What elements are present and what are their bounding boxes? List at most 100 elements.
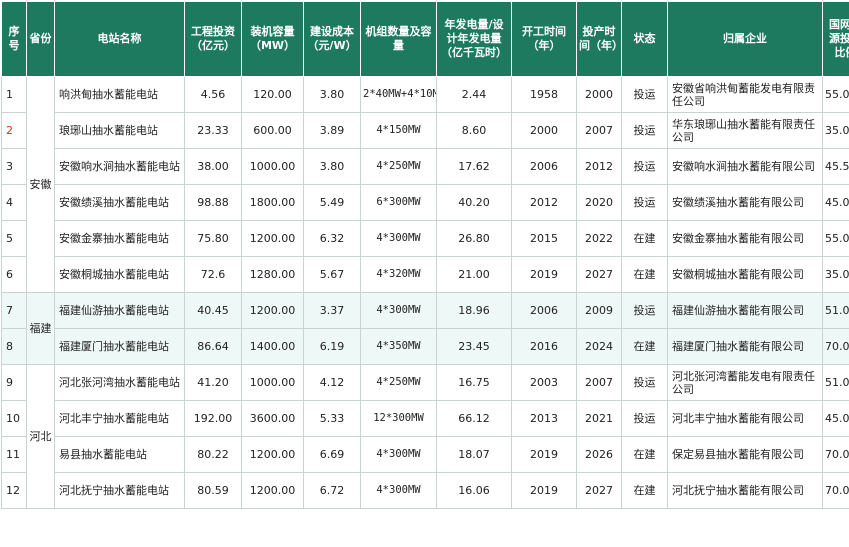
cell-seq: 2: [1, 112, 27, 149]
cell-seq: 5: [1, 220, 27, 257]
cell-company: 河北抚宁抽水蓄能有限公司: [667, 472, 823, 509]
cell-generation: 18.07: [436, 436, 512, 473]
cell-capacity: 1400.00: [241, 328, 304, 365]
cell-generation: 8.60: [436, 112, 512, 149]
cell-capacity: 1200.00: [241, 292, 304, 329]
cell-status: 在建: [621, 220, 668, 257]
cell-capacity: 600.00: [241, 112, 304, 149]
cell-seq: 4: [1, 184, 27, 221]
cell-cost: 3.89: [303, 112, 361, 149]
cell-status: 投运: [621, 364, 668, 401]
cell-company: 福建厦门抽水蓄能有限公司: [667, 328, 823, 365]
cell-company: 安徽金寨抽水蓄能有限公司: [667, 220, 823, 257]
cell-start: 2019: [511, 436, 577, 473]
cell-units: 4*300MW: [360, 472, 437, 509]
cell-operation: 2027: [576, 472, 622, 509]
cell-seq: 9: [1, 364, 27, 401]
cell-operation: 2020: [576, 184, 622, 221]
cell-capacity: 1200.00: [241, 436, 304, 473]
cell-share: 70.00%: [822, 436, 849, 473]
header-start: 开工时间（年）: [511, 1, 577, 77]
cell-company: 安徽省响洪甸蓄能发电有限责任公司: [667, 76, 823, 113]
cell-units: 6*300MW: [360, 184, 437, 221]
cell-units: 4*150MW: [360, 112, 437, 149]
cell-generation: 2.44: [436, 76, 512, 113]
cell-share: 55.00%: [822, 76, 849, 113]
cell-start: 2019: [511, 472, 577, 509]
cell-seq: 7: [1, 292, 27, 329]
cell-start: 2012: [511, 184, 577, 221]
cell-cost: 4.12: [303, 364, 361, 401]
header-seq: 序号: [1, 1, 27, 77]
cell-status: 投运: [621, 148, 668, 185]
table-row: 6 安徽桐城抽水蓄能电站 72.6 1280.00 5.67 4*320MW 21.00 20…: [1, 256, 849, 293]
header-share: 国网新源投资比例: [822, 1, 849, 77]
cell-operation: 2024: [576, 328, 622, 365]
cell-operation: 2009: [576, 292, 622, 329]
cell-status: 投运: [621, 400, 668, 437]
cell-province: 福建: [26, 292, 55, 365]
header-name: 电站名称: [54, 1, 185, 77]
cell-operation: 2007: [576, 112, 622, 149]
cell-share: 51.00%: [822, 292, 849, 329]
cell-generation: 66.12: [436, 400, 512, 437]
cell-units: 4*250MW: [360, 148, 437, 185]
cell-seq: 12: [1, 472, 27, 509]
table-row: 12 河北抚宁抽水蓄能电站 80.59 1200.00 6.72 4*300MW 16.06…: [1, 472, 849, 509]
cell-name: 安徽金寨抽水蓄能电站: [54, 220, 185, 257]
table-row: 5 安徽金寨抽水蓄能电站 75.80 1200.00 6.32 4*300MW 26.80 2…: [1, 220, 849, 257]
cell-cost: 3.37: [303, 292, 361, 329]
cell-capacity: 120.00: [241, 76, 304, 113]
cell-capacity: 1800.00: [241, 184, 304, 221]
header-operation: 投产时间（年）: [576, 1, 623, 77]
cell-name: 易县抽水蓄能电站: [54, 436, 185, 473]
cell-seq: 3: [1, 148, 27, 185]
cell-name: 福建仙游抽水蓄能电站: [54, 292, 185, 329]
cell-generation: 16.75: [436, 364, 512, 401]
table-row: 8 福建厦门抽水蓄能电站 86.64 1400.00 6.19 4*350MW 23.45 2…: [1, 328, 849, 365]
cell-investment: 86.64: [184, 328, 242, 365]
table-row: 3 安徽响水涧抽水蓄能电站 38.00 1000.00 3.80 4*250MW 17.62…: [1, 148, 849, 185]
cell-cost: 5.33: [303, 400, 361, 437]
table-row: 4 安徽绩溪抽水蓄能电站 98.88 1800.00 5.49 6*300MW 40.20 2…: [1, 184, 849, 221]
cell-name: 琅琊山抽水蓄能电站: [54, 112, 185, 149]
cell-units: 4*300MW: [360, 220, 437, 257]
header-company: 归属企业: [667, 1, 823, 77]
cell-share: 45.00%: [822, 184, 849, 221]
cell-start: 2013: [511, 400, 577, 437]
cell-generation: 16.06: [436, 472, 512, 509]
cell-company: 华东琅琊山抽水蓄能有限责任公司: [667, 112, 823, 149]
cell-name: 河北丰宁抽水蓄能电站: [54, 400, 185, 437]
cell-investment: 41.20: [184, 364, 242, 401]
cell-share: 70.00%: [822, 328, 849, 365]
cell-status: 在建: [621, 256, 668, 293]
cell-share: 45.00%: [822, 400, 849, 437]
cell-investment: 80.59: [184, 472, 242, 509]
cell-units: 4*300MW: [360, 436, 437, 473]
cell-company: 安徽桐城抽水蓄能有限公司: [667, 256, 823, 293]
cell-name: 安徽绩溪抽水蓄能电站: [54, 184, 185, 221]
cell-investment: 40.45: [184, 292, 242, 329]
cell-name: 福建厦门抽水蓄能电站: [54, 328, 185, 365]
cell-investment: 72.6: [184, 256, 242, 293]
cell-cost: 6.72: [303, 472, 361, 509]
cell-name: 安徽桐城抽水蓄能电站: [54, 256, 185, 293]
cell-cost: 6.69: [303, 436, 361, 473]
cell-cost: 6.19: [303, 328, 361, 365]
header-status: 状态: [621, 1, 668, 77]
cell-seq: 11: [1, 436, 27, 473]
cell-generation: 26.80: [436, 220, 512, 257]
cell-share: 45.57%: [822, 148, 849, 185]
cell-units: 12*300MW: [360, 400, 437, 437]
cell-status: 投运: [621, 76, 668, 113]
cell-company: 福建仙游抽水蓄能有限公司: [667, 292, 823, 329]
table-row: 10 河北丰宁抽水蓄能电站 192.00 3600.00 5.33 12*300MW 66.…: [1, 400, 849, 437]
header-units: 机组数量及容量: [360, 1, 437, 77]
cell-cost: 5.67: [303, 256, 361, 293]
cell-status: 在建: [621, 472, 668, 509]
header-investment: 工程投资（亿元）: [184, 1, 242, 77]
cell-status: 投运: [621, 112, 668, 149]
cell-company: 河北张河湾蓄能发电有限责任公司: [667, 364, 823, 401]
pumped-storage-table: 序号 省份 电站名称 工程投资（亿元） 装机容量（MW） 建设成本（元/W） 机…: [1, 1, 849, 509]
cell-investment: 75.80: [184, 220, 242, 257]
